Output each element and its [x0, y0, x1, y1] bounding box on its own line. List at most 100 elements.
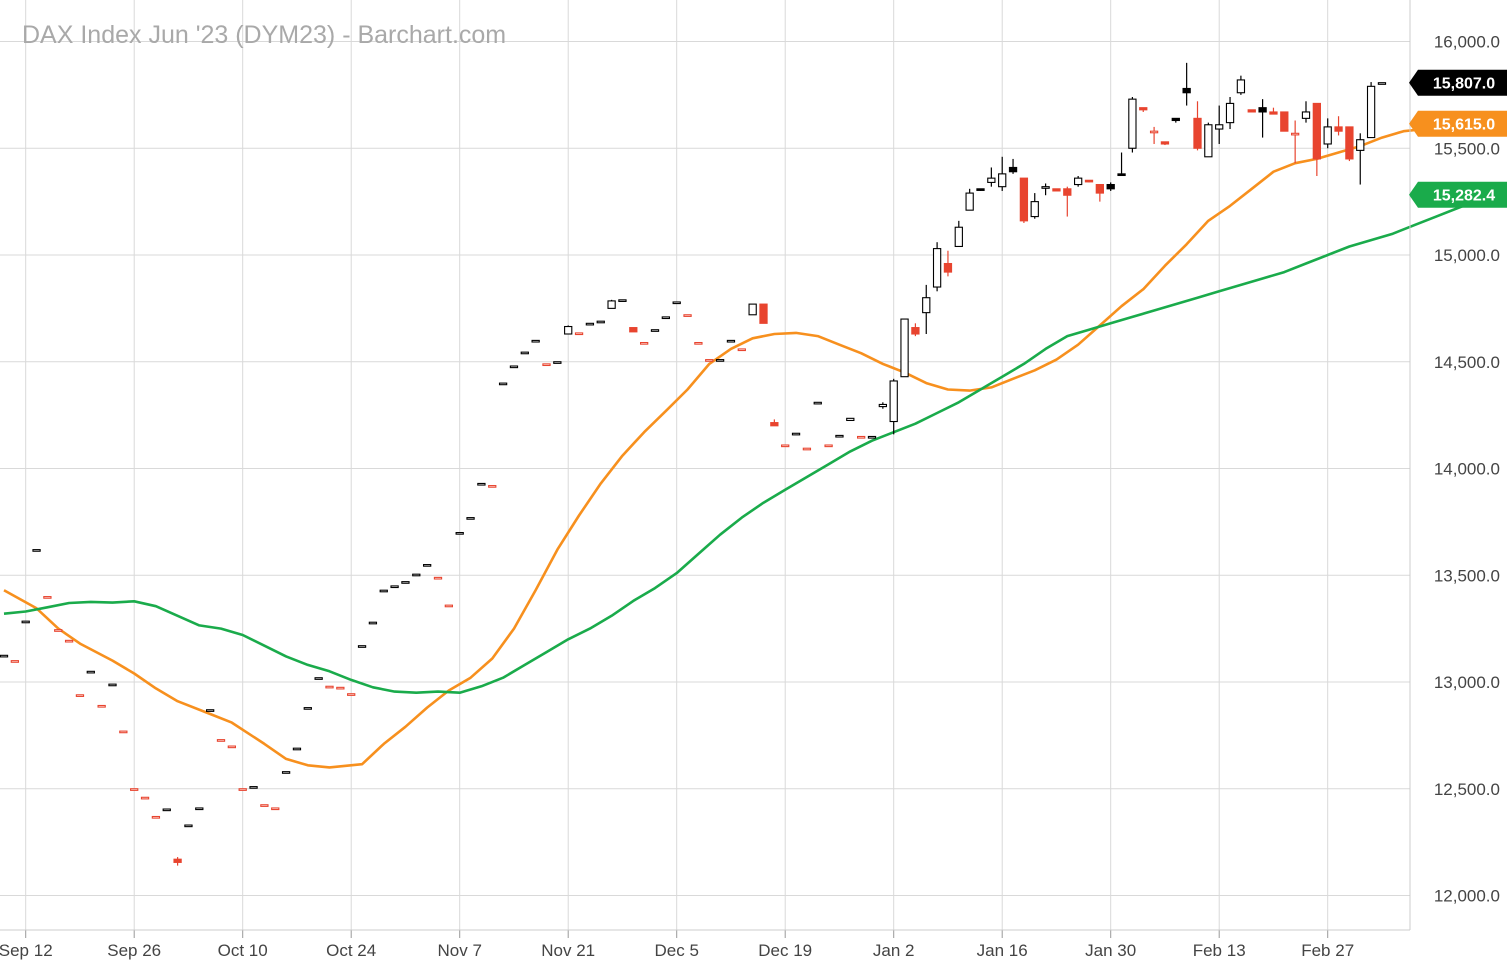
- candle: [748, 303, 757, 316]
- x-tick-label: Dec 5: [654, 941, 698, 960]
- candle-body: [639, 341, 649, 345]
- candle: [347, 693, 356, 696]
- candle-body: [1258, 107, 1267, 113]
- candle-body: [498, 382, 508, 386]
- candle: [509, 365, 519, 369]
- candle-body: [813, 401, 822, 405]
- candle-body: [607, 300, 616, 309]
- candle-body: [1204, 124, 1213, 158]
- candle: [1291, 120, 1300, 164]
- candle: [1139, 107, 1148, 112]
- candle-body: [1084, 179, 1094, 183]
- candle-body: [292, 747, 302, 751]
- grid: [0, 0, 1410, 930]
- candle-body: [75, 694, 85, 697]
- candle: [618, 299, 627, 302]
- candle: [781, 444, 790, 448]
- candle: [466, 517, 475, 520]
- candle: [1182, 62, 1191, 106]
- candle-body: [748, 303, 757, 316]
- price-badge: 15,807.0: [1409, 69, 1507, 96]
- candle-body: [1128, 98, 1137, 149]
- candle-body: [531, 339, 540, 343]
- candle: [846, 417, 855, 422]
- candle-body: [1063, 188, 1072, 196]
- x-tick-label: Jan 16: [977, 941, 1028, 960]
- candle-body: [64, 639, 74, 643]
- candle: [444, 604, 453, 608]
- y-tick-label: 14,000.0: [1434, 460, 1500, 479]
- candle-body: [629, 327, 638, 333]
- candle-body: [1236, 79, 1246, 94]
- candle-body: [824, 444, 833, 448]
- y-tick-label: 12,500.0: [1434, 780, 1500, 799]
- candle-body: [206, 709, 215, 712]
- candle-body: [791, 432, 801, 436]
- candle: [498, 382, 508, 386]
- candle-body: [86, 670, 95, 674]
- candle: [1225, 97, 1235, 130]
- candle-body: [520, 351, 529, 355]
- candle-body: [802, 447, 812, 451]
- candle-body: [1149, 130, 1159, 134]
- candle: [1117, 152, 1126, 177]
- candle-body: [390, 585, 399, 589]
- candle: [932, 242, 942, 292]
- candle: [325, 685, 334, 689]
- candle: [97, 704, 106, 708]
- price-badge-shape: [1409, 110, 1507, 137]
- candle: [260, 804, 269, 807]
- candle: [1160, 141, 1170, 146]
- candle: [162, 808, 171, 812]
- candle-body: [867, 435, 877, 439]
- candle: [336, 686, 345, 690]
- x-tick-label: Oct 10: [218, 941, 268, 960]
- candle-body: [553, 361, 562, 364]
- candle-body: [661, 316, 670, 320]
- candle: [1008, 158, 1018, 174]
- candle: [1052, 188, 1061, 192]
- candle-body: [976, 188, 985, 191]
- candle-body: [683, 314, 692, 317]
- candle-body: [97, 704, 106, 708]
- candle-body: [596, 320, 605, 324]
- candle: [368, 621, 378, 625]
- candle: [683, 314, 692, 317]
- candle: [184, 824, 193, 828]
- candle-body: [987, 177, 996, 183]
- candle: [271, 807, 280, 811]
- candle-body: [271, 807, 280, 811]
- candle: [1269, 107, 1278, 115]
- candle-body: [922, 297, 931, 314]
- candle: [216, 739, 226, 742]
- candle: [1301, 101, 1311, 123]
- candle: [303, 707, 312, 710]
- x-tick-label: Jan 30: [1085, 941, 1136, 960]
- candle: [130, 788, 139, 791]
- candle: [390, 585, 399, 589]
- x-tick-label: Dec 19: [758, 941, 812, 960]
- y-tick-label: 15,500.0: [1434, 139, 1500, 158]
- candle-body: [488, 485, 497, 488]
- x-tick-label: Feb 27: [1301, 941, 1354, 960]
- candle-body: [1366, 85, 1376, 139]
- candle-body: [770, 422, 779, 427]
- candle: [759, 303, 768, 324]
- candle-body: [195, 807, 204, 811]
- candle-body: [227, 745, 236, 749]
- candle-body: [781, 444, 790, 448]
- candle-body: [477, 482, 486, 486]
- candle: [488, 485, 497, 488]
- candle-body: [32, 549, 41, 552]
- candle-body: [54, 629, 63, 632]
- candle-body: [379, 589, 388, 593]
- price-badge-shape: [1409, 69, 1507, 96]
- candle-body: [835, 434, 844, 438]
- candle: [694, 341, 703, 345]
- candle: [422, 564, 432, 567]
- candle-body: [954, 226, 963, 248]
- candle: [824, 444, 833, 448]
- candle: [987, 167, 996, 187]
